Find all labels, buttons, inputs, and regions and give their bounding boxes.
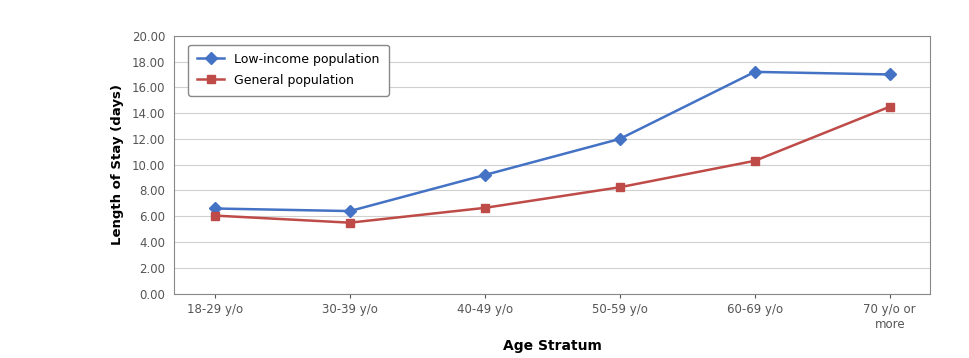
Low-income population <box>884 72 895 77</box>
General population <box>344 221 356 225</box>
Low-income population <box>749 70 761 74</box>
Line: General population: General population <box>210 102 894 227</box>
Line: Low-income population: Low-income population <box>210 68 894 215</box>
Y-axis label: Length of Stay (days): Length of Stay (days) <box>110 84 124 245</box>
Low-income population <box>209 206 221 211</box>
General population <box>884 105 895 109</box>
General population <box>614 185 626 189</box>
Low-income population <box>479 173 490 177</box>
Low-income population <box>614 137 626 141</box>
General population <box>749 159 761 163</box>
X-axis label: Age Stratum: Age Stratum <box>503 339 602 353</box>
General population <box>209 213 221 218</box>
Legend: Low-income population, General population: Low-income population, General populatio… <box>188 45 389 96</box>
Low-income population <box>344 209 356 213</box>
General population <box>479 206 490 210</box>
